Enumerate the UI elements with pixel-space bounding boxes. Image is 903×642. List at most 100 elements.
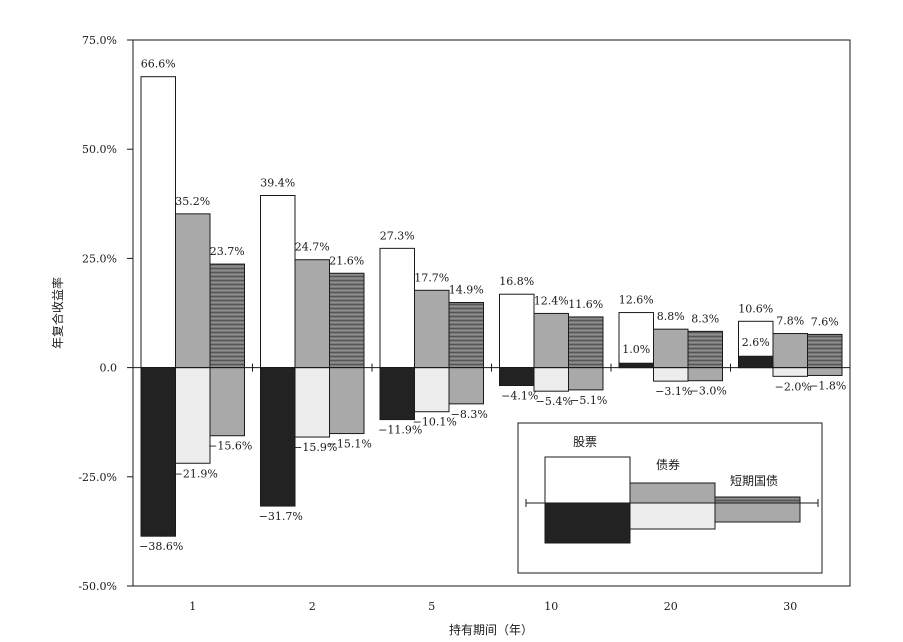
bill-max-label: 7.6% bbox=[811, 315, 839, 328]
stock-min-bar bbox=[499, 367, 535, 387]
bill-max-label: 23.7% bbox=[210, 245, 245, 258]
stock-max-label: 16.8% bbox=[499, 275, 534, 288]
bond-max-bar bbox=[175, 213, 211, 369]
stock-min-label: −4.1% bbox=[501, 390, 538, 403]
bill-max-label: 21.6% bbox=[329, 254, 364, 267]
stock-max-label: 39.4% bbox=[260, 177, 295, 190]
x-axis-title: 持有期间（年） bbox=[449, 622, 533, 637]
bill-min-label: −5.1% bbox=[570, 394, 607, 407]
stock-max-bar bbox=[618, 312, 654, 369]
bill-min-label: −15.1% bbox=[328, 438, 372, 451]
bond-max-bar bbox=[772, 333, 808, 369]
bill-max-bar bbox=[687, 330, 723, 369]
y-tick-label: 75.0% bbox=[82, 34, 117, 47]
bond-min-label: −2.0% bbox=[775, 380, 812, 393]
bond-max-bar bbox=[414, 289, 450, 369]
bill-max-bar bbox=[448, 302, 484, 369]
bond-min-label: −21.9% bbox=[174, 467, 218, 480]
bill-min-bar bbox=[209, 367, 245, 437]
legend-stock-max bbox=[544, 456, 631, 504]
bond-min-bar bbox=[772, 367, 808, 377]
bond-min-bar bbox=[414, 367, 450, 413]
x-tick-label: 5 bbox=[428, 600, 435, 613]
y-tick-label: 0.0 bbox=[100, 362, 118, 375]
bill-min-bar bbox=[568, 367, 604, 391]
bill-min-label: −15.6% bbox=[208, 440, 252, 453]
bond-min-label: −5.4% bbox=[536, 395, 573, 408]
legend-bond-max bbox=[629, 482, 716, 504]
x-tick-label: 2 bbox=[309, 600, 316, 613]
stock-min-bar bbox=[140, 367, 176, 537]
chart-marks: 66.6% −38.6% 35.2% −21.9% 23.7% −15.6% 39.4% −3… bbox=[133, 58, 850, 553]
bond-min-label: −3.1% bbox=[655, 385, 692, 398]
plot-frame bbox=[132, 39, 851, 587]
bond-min-label: −10.1% bbox=[413, 416, 457, 429]
legend-label-stock: 股票 bbox=[573, 435, 597, 449]
bond-min-bar bbox=[653, 367, 689, 382]
bond-min-bar bbox=[533, 367, 569, 392]
bill-min-bar bbox=[807, 367, 843, 376]
stock-max-bar bbox=[140, 76, 176, 369]
stock-max-bar bbox=[499, 293, 535, 369]
bond-min-bar bbox=[175, 367, 211, 464]
stock-max-label: 12.6% bbox=[619, 294, 654, 307]
bond-max-label: 24.7% bbox=[295, 241, 330, 254]
bond-max-label: 12.4% bbox=[534, 294, 569, 307]
stock-min-label: 2.6% bbox=[742, 336, 770, 349]
bill-max-label: 11.6% bbox=[568, 298, 603, 311]
legend: 股票 债券 短期国债 bbox=[517, 422, 823, 574]
bill-max-bar bbox=[807, 333, 843, 369]
bill-max-label: 14.9% bbox=[449, 284, 484, 297]
legend-bill-min bbox=[714, 502, 801, 523]
y-axis-title: 年复合收益率 bbox=[50, 277, 65, 349]
stock-min-label: 1.0% bbox=[622, 343, 650, 356]
bill-min-bar bbox=[687, 367, 723, 382]
legend-bond-min bbox=[629, 502, 716, 530]
stock-min-label: −31.7% bbox=[259, 510, 303, 523]
legend-bill-max bbox=[714, 496, 801, 504]
bond-max-label: 35.2% bbox=[175, 195, 210, 208]
bill-max-bar bbox=[329, 272, 365, 369]
x-tick-label: 10 bbox=[544, 600, 558, 613]
x-tick-label: 20 bbox=[664, 600, 678, 613]
stock-max-label: 10.6% bbox=[738, 302, 773, 315]
bill-min-label: −8.3% bbox=[451, 408, 488, 421]
bill-min-bar bbox=[329, 367, 365, 435]
bill-max-label: 8.3% bbox=[691, 312, 719, 325]
legend-stock-min bbox=[544, 502, 631, 544]
bond-max-bar bbox=[294, 259, 330, 369]
x-tick-label: 1 bbox=[189, 600, 196, 613]
bill-max-bar bbox=[568, 316, 604, 369]
bill-min-bar bbox=[448, 367, 484, 405]
bond-min-label: −15.9% bbox=[293, 441, 337, 454]
stock-min-label: −38.6% bbox=[139, 540, 183, 553]
stock-max-bar bbox=[260, 195, 296, 369]
bill-min-label: −1.8% bbox=[809, 379, 846, 392]
y-tick-label: 50.0% bbox=[82, 143, 117, 156]
bill-min-label: −3.0% bbox=[690, 385, 727, 398]
legend-label-bill: 短期国债 bbox=[730, 474, 778, 488]
stock-min-bar bbox=[618, 362, 654, 369]
y-axis: 75.0% 50.0% 25.0% 0.0 -25.0% -50.0% bbox=[78, 34, 133, 593]
bill-max-bar bbox=[209, 263, 245, 369]
stock-min-bar bbox=[738, 355, 774, 369]
bond-max-bar bbox=[653, 328, 689, 369]
stock-min-label: −11.9% bbox=[378, 424, 422, 437]
x-axis: 1 2 5 10 20 30 bbox=[189, 363, 797, 613]
stock-max-label: 66.6% bbox=[141, 58, 176, 71]
stock-max-bar bbox=[379, 247, 415, 369]
bond-max-label: 17.7% bbox=[414, 271, 449, 284]
bond-min-bar bbox=[294, 367, 330, 438]
y-tick-label: -25.0% bbox=[78, 471, 117, 484]
stock-min-bar bbox=[260, 367, 296, 507]
bond-max-label: 7.8% bbox=[776, 315, 804, 328]
bond-max-label: 8.8% bbox=[657, 310, 685, 323]
x-tick-label: 30 bbox=[783, 600, 797, 613]
stock-max-label: 27.3% bbox=[380, 229, 415, 242]
bond-max-bar bbox=[533, 312, 569, 369]
y-tick-label: 25.0% bbox=[82, 252, 117, 265]
stock-min-bar bbox=[379, 367, 415, 421]
legend-label-bond: 债券 bbox=[656, 457, 680, 472]
y-tick-label: -50.0% bbox=[78, 580, 117, 593]
